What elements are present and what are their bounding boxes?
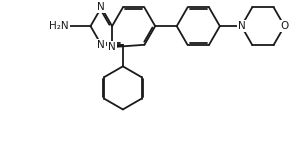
Text: N: N xyxy=(108,42,116,52)
Text: N: N xyxy=(97,2,105,12)
Text: N: N xyxy=(97,40,105,50)
Text: H₂N: H₂N xyxy=(49,21,69,31)
Text: N: N xyxy=(237,21,245,31)
Text: O: O xyxy=(280,21,289,31)
